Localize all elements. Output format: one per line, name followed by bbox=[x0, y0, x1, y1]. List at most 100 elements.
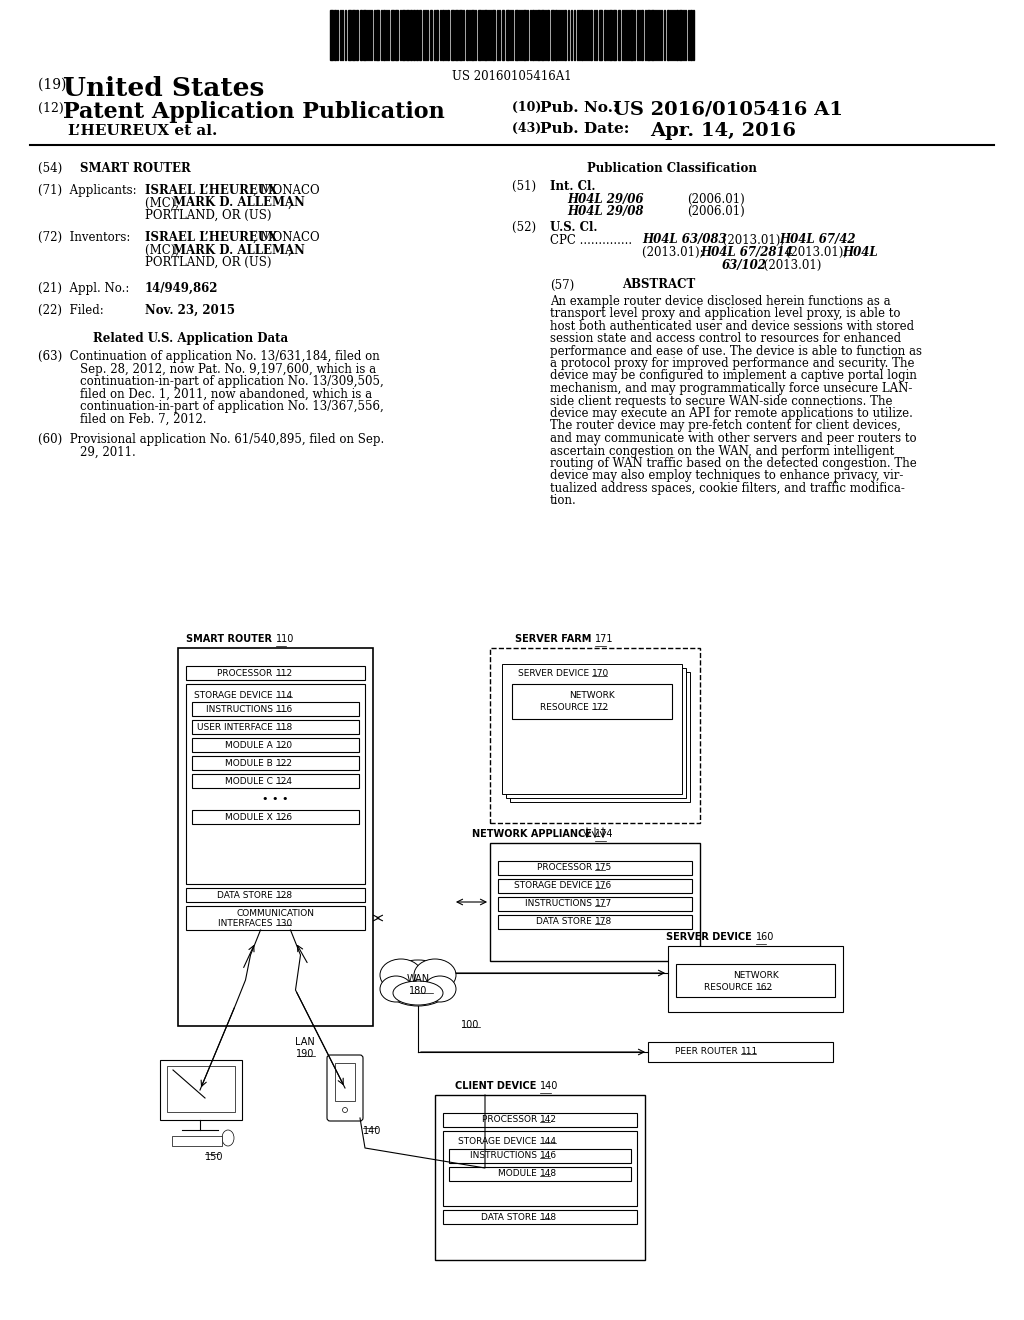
Text: (54): (54) bbox=[38, 162, 70, 176]
Text: MODULE C: MODULE C bbox=[224, 776, 275, 785]
Text: , MONACO: , MONACO bbox=[253, 231, 319, 244]
Text: 150: 150 bbox=[205, 1152, 223, 1162]
Text: filed on Feb. 7, 2012.: filed on Feb. 7, 2012. bbox=[80, 412, 207, 425]
Text: Apr. 14, 2016: Apr. 14, 2016 bbox=[650, 121, 796, 140]
Text: (19): (19) bbox=[38, 78, 71, 92]
Text: H04L: H04L bbox=[842, 246, 878, 259]
Text: 114: 114 bbox=[275, 690, 293, 700]
Bar bbox=[647, 11, 650, 59]
Text: continuation-in-part of application No. 13/309,505,: continuation-in-part of application No. … bbox=[80, 375, 384, 388]
Text: 140: 140 bbox=[362, 1126, 381, 1137]
Text: SERVER FARM: SERVER FARM bbox=[515, 634, 595, 644]
Text: 142: 142 bbox=[540, 1115, 557, 1125]
Bar bbox=[376, 11, 379, 59]
Text: U.S. Cl.: U.S. Cl. bbox=[550, 220, 597, 234]
Bar bbox=[443, 1210, 637, 1224]
Text: H04L 29/08: H04L 29/08 bbox=[567, 205, 643, 218]
Text: (63)  Continuation of application No. 13/631,184, filed on: (63) Continuation of application No. 13/… bbox=[38, 350, 380, 363]
Text: transport level proxy and application level proxy, is able to: transport level proxy and application le… bbox=[550, 308, 900, 319]
Bar bbox=[506, 668, 686, 799]
Text: H04L 29/06: H04L 29/06 bbox=[567, 193, 643, 206]
Bar bbox=[510, 672, 690, 803]
Ellipse shape bbox=[380, 960, 422, 991]
Text: MODULE: MODULE bbox=[499, 1170, 540, 1179]
Text: SMART ROUTER: SMART ROUTER bbox=[80, 162, 190, 176]
FancyBboxPatch shape bbox=[327, 1055, 362, 1121]
Ellipse shape bbox=[222, 1130, 234, 1146]
Bar bbox=[406, 11, 409, 59]
Bar bbox=[442, 11, 444, 59]
Ellipse shape bbox=[424, 975, 456, 1002]
Text: Sep. 28, 2012, now Pat. No. 9,197,600, which is a: Sep. 28, 2012, now Pat. No. 9,197,600, w… bbox=[80, 363, 376, 375]
Text: tion.: tion. bbox=[550, 495, 577, 507]
Ellipse shape bbox=[380, 975, 412, 1002]
Text: INSTRUCTIONS: INSTRUCTIONS bbox=[470, 1151, 540, 1160]
Text: (2006.01): (2006.01) bbox=[687, 193, 744, 206]
Bar bbox=[651, 11, 654, 59]
Text: 146: 146 bbox=[540, 1151, 557, 1160]
Bar bbox=[186, 906, 365, 931]
Bar bbox=[498, 879, 692, 894]
Text: 177: 177 bbox=[595, 899, 612, 908]
Text: (2013.01): (2013.01) bbox=[760, 259, 821, 272]
Text: INSTRUCTIONS: INSTRUCTIONS bbox=[206, 705, 275, 714]
Text: H04L 63/083: H04L 63/083 bbox=[642, 234, 727, 247]
Text: 176: 176 bbox=[595, 882, 612, 891]
Text: PROCESSOR: PROCESSOR bbox=[482, 1115, 540, 1125]
Text: An example router device disclosed herein functions as a: An example router device disclosed herei… bbox=[550, 294, 891, 308]
Text: 140: 140 bbox=[540, 1081, 558, 1092]
Bar bbox=[362, 11, 366, 59]
Bar bbox=[455, 11, 458, 59]
Text: (51): (51) bbox=[512, 180, 544, 193]
Text: DATA STORE: DATA STORE bbox=[537, 917, 595, 927]
Bar bbox=[551, 11, 554, 59]
Bar bbox=[599, 11, 602, 59]
Bar bbox=[581, 11, 583, 59]
Text: (52): (52) bbox=[512, 220, 544, 234]
Bar bbox=[395, 11, 398, 59]
Text: INSTRUCTIONS: INSTRUCTIONS bbox=[525, 899, 595, 908]
Text: MARK D. ALLEMAN: MARK D. ALLEMAN bbox=[173, 243, 305, 256]
Text: (71)  Applicants:: (71) Applicants: bbox=[38, 183, 136, 197]
Text: ISRAEL L’HEUREUX: ISRAEL L’HEUREUX bbox=[145, 231, 278, 244]
Text: ascertain congestion on the WAN, and perform intelligent: ascertain congestion on the WAN, and per… bbox=[550, 445, 894, 458]
Bar bbox=[512, 684, 672, 719]
Bar bbox=[564, 11, 566, 59]
Text: SMART ROUTER: SMART ROUTER bbox=[186, 634, 275, 644]
Bar bbox=[193, 738, 359, 752]
Text: (10): (10) bbox=[512, 102, 546, 114]
Text: performance and ease of use. The device is able to function as: performance and ease of use. The device … bbox=[550, 345, 922, 358]
Bar bbox=[167, 1067, 234, 1111]
Bar bbox=[160, 1060, 242, 1119]
Bar bbox=[348, 11, 351, 59]
Bar bbox=[186, 667, 365, 680]
Text: device may also employ techniques to enhance privacy, vir-: device may also employ techniques to enh… bbox=[550, 470, 903, 483]
Text: (22)  Filed:: (22) Filed: bbox=[38, 304, 126, 317]
Text: 118: 118 bbox=[275, 722, 293, 731]
Text: NETWORK APPLIANCE: NETWORK APPLIANCE bbox=[472, 829, 595, 840]
Text: ISRAEL L’HEUREUX: ISRAEL L’HEUREUX bbox=[145, 183, 278, 197]
Bar bbox=[618, 11, 620, 59]
Text: US 2016/0105416 A1: US 2016/0105416 A1 bbox=[613, 102, 843, 119]
Text: MARK D. ALLEMAN: MARK D. ALLEMAN bbox=[173, 197, 305, 210]
Bar bbox=[413, 11, 415, 59]
Bar bbox=[356, 11, 358, 59]
Bar bbox=[410, 11, 412, 59]
Bar bbox=[178, 648, 373, 1026]
Text: Patent Application Publication: Patent Application Publication bbox=[63, 102, 444, 123]
Text: NETWORK: NETWORK bbox=[732, 972, 778, 981]
Text: 120: 120 bbox=[275, 741, 293, 750]
Text: H04L 67/2814: H04L 67/2814 bbox=[700, 246, 793, 259]
Text: STORAGE DEVICE: STORAGE DEVICE bbox=[194, 690, 275, 700]
Ellipse shape bbox=[342, 1107, 347, 1113]
Bar bbox=[352, 11, 355, 59]
Text: 174: 174 bbox=[595, 829, 613, 840]
Text: PEER ROUTER: PEER ROUTER bbox=[675, 1048, 740, 1056]
Text: and may communicate with other servers and peer routers to: and may communicate with other servers a… bbox=[550, 432, 916, 445]
Text: INTERFACES: INTERFACES bbox=[218, 919, 275, 928]
Bar bbox=[679, 11, 682, 59]
Bar bbox=[466, 11, 468, 59]
Bar bbox=[676, 11, 678, 59]
Text: Pub. No.:: Pub. No.: bbox=[540, 102, 624, 115]
Bar bbox=[667, 11, 669, 59]
